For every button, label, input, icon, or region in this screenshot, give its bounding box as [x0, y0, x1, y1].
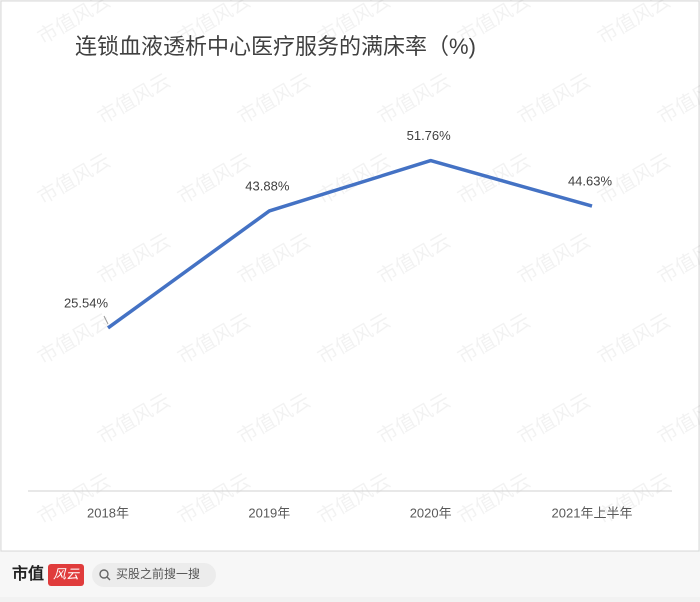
chart-title: 连锁血液透析中心医疗服务的满床率（%) [75, 34, 476, 59]
data-label: 43.88% [245, 178, 290, 193]
brand: 市值 [12, 564, 44, 583]
brand-badge: 风云 [53, 566, 80, 581]
search-box[interactable] [92, 563, 216, 587]
line [106, 158, 593, 330]
leader-line [103, 315, 109, 325]
x-tick-label: 2019年 [248, 505, 290, 520]
search-placeholder: 买股之前搜一搜 [116, 566, 200, 581]
x-tick-label: 2018年 [87, 505, 129, 520]
data-label: 25.54% [64, 295, 109, 310]
search-icon [99, 569, 109, 579]
x-tick-label: 2021年上半年 [552, 505, 633, 520]
data-label: 51.76% [407, 128, 452, 143]
brand-badge-bg [48, 564, 84, 586]
x-tick-label: 2020年 [410, 505, 452, 520]
chart-card [0, 0, 700, 552]
data-label: 44.63% [568, 174, 613, 189]
search-icon-handle [106, 576, 111, 581]
